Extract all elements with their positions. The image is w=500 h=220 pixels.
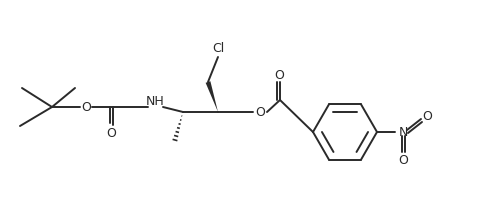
Text: O: O xyxy=(106,126,116,139)
Text: O: O xyxy=(422,110,432,123)
Text: Cl: Cl xyxy=(212,42,224,55)
Text: O: O xyxy=(274,68,284,81)
Text: N: N xyxy=(398,125,407,139)
Polygon shape xyxy=(206,81,218,112)
Text: O: O xyxy=(81,101,91,114)
Text: NH: NH xyxy=(146,95,165,108)
Text: O: O xyxy=(255,106,265,119)
Text: O: O xyxy=(398,154,408,167)
